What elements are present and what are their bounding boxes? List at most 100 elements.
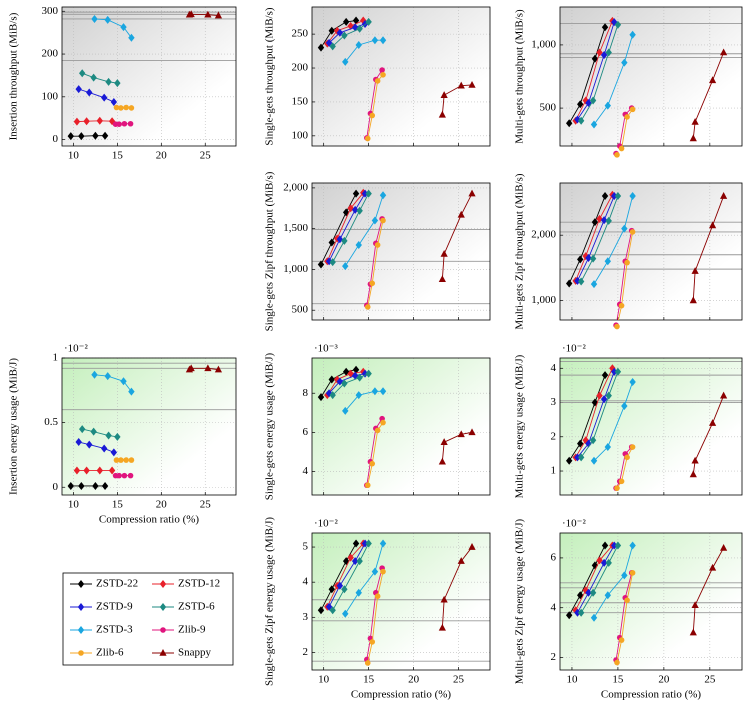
marker bbox=[361, 189, 369, 198]
marker bbox=[92, 481, 99, 490]
marker bbox=[614, 192, 622, 201]
series-line bbox=[320, 543, 357, 611]
marker bbox=[73, 466, 81, 475]
marker bbox=[374, 427, 381, 434]
x-tick-label: 15 bbox=[363, 674, 375, 686]
marker bbox=[118, 105, 124, 111]
y-tick-label: 1 bbox=[551, 465, 557, 477]
x-tick-label: 25 bbox=[200, 499, 212, 511]
marker bbox=[159, 603, 167, 611]
series-line bbox=[575, 20, 613, 121]
series-line bbox=[78, 88, 115, 103]
marker bbox=[614, 541, 622, 550]
marker bbox=[371, 567, 379, 576]
marker bbox=[600, 395, 608, 404]
marker bbox=[341, 236, 348, 245]
plot-background bbox=[560, 183, 742, 320]
marker bbox=[73, 117, 81, 126]
series-line bbox=[94, 18, 132, 39]
marker bbox=[614, 152, 620, 158]
y-tick-label: 1,000 bbox=[531, 294, 556, 306]
series-line bbox=[326, 20, 364, 44]
marker bbox=[341, 379, 348, 388]
marker bbox=[351, 557, 359, 566]
x-tick-label: 20 bbox=[156, 150, 168, 162]
marker bbox=[374, 242, 381, 248]
marker bbox=[591, 54, 599, 63]
series-line bbox=[320, 20, 357, 48]
marker bbox=[689, 296, 697, 304]
x-tick-label: 25 bbox=[704, 674, 716, 686]
marker bbox=[596, 391, 603, 400]
marker bbox=[621, 571, 628, 580]
marker bbox=[457, 430, 465, 438]
marker bbox=[611, 18, 618, 27]
y-axis-label: Multi-gets Zipf energy usage (MiB/J) bbox=[514, 518, 526, 684]
series-line bbox=[441, 193, 473, 280]
marker bbox=[204, 364, 212, 372]
marker bbox=[361, 539, 369, 548]
marker bbox=[79, 425, 86, 434]
x-axis-label: Compression ratio (%) bbox=[99, 514, 200, 526]
scale-label: ·10⁻² bbox=[314, 518, 338, 530]
marker bbox=[440, 91, 448, 98]
y-axis-label: Insertion energy usage (MiB/J) bbox=[8, 358, 20, 495]
marker bbox=[596, 48, 603, 57]
series-line bbox=[328, 543, 366, 607]
marker bbox=[317, 260, 325, 269]
legend-box bbox=[62, 572, 234, 666]
marker bbox=[379, 67, 385, 73]
marker bbox=[577, 100, 584, 109]
legend-label: ZSTD-3 bbox=[96, 624, 133, 636]
marker bbox=[336, 28, 344, 37]
marker bbox=[589, 588, 597, 597]
marker bbox=[78, 481, 85, 490]
marker bbox=[214, 365, 223, 373]
plot-frame bbox=[311, 357, 491, 496]
series-line bbox=[367, 571, 384, 664]
marker bbox=[440, 595, 448, 603]
marker bbox=[577, 277, 585, 286]
marker bbox=[457, 210, 465, 218]
series-line bbox=[568, 27, 606, 124]
marker bbox=[605, 558, 612, 567]
y-tick-label: 150 bbox=[292, 95, 309, 107]
series-line bbox=[593, 195, 634, 285]
series-line bbox=[692, 52, 725, 139]
marker bbox=[187, 10, 195, 18]
marker bbox=[328, 238, 335, 247]
series-line bbox=[332, 193, 370, 263]
marker bbox=[624, 454, 630, 461]
x-tick-label: 10 bbox=[68, 499, 80, 511]
y-tick-label: 100 bbox=[42, 90, 59, 102]
marker bbox=[629, 570, 636, 576]
marker bbox=[605, 216, 612, 225]
y-tick-label: 1,000 bbox=[283, 263, 308, 275]
marker bbox=[369, 112, 376, 119]
y-tick-label: 4 bbox=[551, 362, 557, 374]
plot-frame bbox=[61, 357, 237, 496]
marker bbox=[77, 580, 85, 588]
series-line bbox=[344, 195, 384, 267]
marker bbox=[604, 257, 611, 266]
scale-label: ·10⁻² bbox=[64, 343, 88, 355]
legend-label: Zlib-6 bbox=[96, 647, 124, 659]
plot-frame bbox=[311, 182, 491, 321]
marker bbox=[590, 456, 598, 465]
marker bbox=[114, 432, 121, 441]
marker bbox=[127, 472, 134, 479]
y-tick-label: 3 bbox=[303, 611, 309, 623]
marker bbox=[618, 637, 625, 643]
plot-frame bbox=[559, 357, 743, 496]
marker bbox=[121, 120, 128, 127]
marker bbox=[113, 457, 120, 463]
series-line bbox=[692, 395, 725, 475]
plot-background bbox=[312, 533, 490, 670]
marker bbox=[342, 57, 349, 66]
marker bbox=[92, 131, 99, 140]
y-tick-label: 250 bbox=[292, 28, 309, 40]
legend-label: ZSTD-6 bbox=[178, 601, 215, 613]
series-line bbox=[575, 194, 613, 282]
marker bbox=[574, 453, 581, 462]
marker bbox=[565, 279, 573, 288]
